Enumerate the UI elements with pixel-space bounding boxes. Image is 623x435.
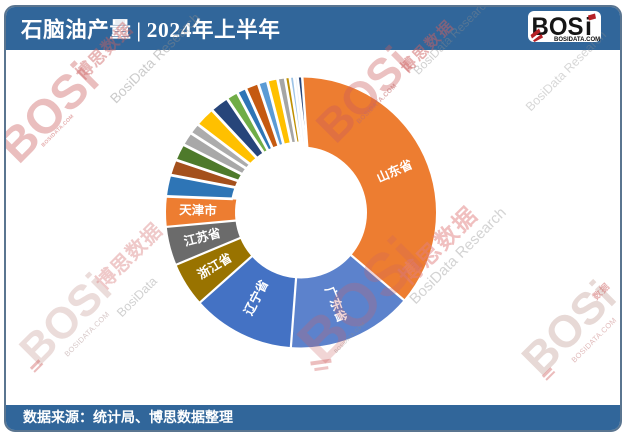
- svg-text:i: i: [585, 13, 592, 41]
- svg-text:BOSIDATA.COM: BOSIDATA.COM: [554, 37, 600, 42]
